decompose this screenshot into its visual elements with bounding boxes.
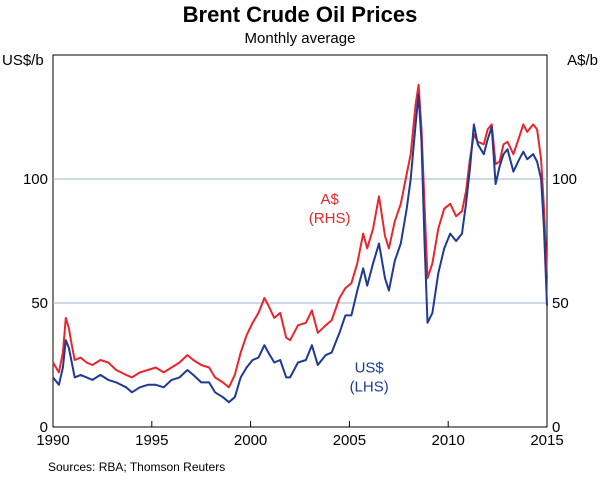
x-tick-1990: 1990 <box>36 432 69 449</box>
chart-subtitle: Monthly average <box>244 30 356 47</box>
left-axis-unit: US$/b <box>2 52 44 69</box>
series-label-usd-0: US$ <box>355 359 385 376</box>
y-tick-right-100: 100 <box>552 171 577 188</box>
series-label-usd-1: (LHS) <box>350 378 389 395</box>
y-tick-left-0: 0 <box>40 419 48 436</box>
y-tick-left-50: 50 <box>31 295 48 312</box>
plot-frame <box>52 54 548 428</box>
series-label-aud-0: A$ <box>320 191 339 208</box>
x-tick-2015: 2015 <box>530 432 563 449</box>
chart-title: Brent Crude Oil Prices <box>182 2 418 27</box>
y-tick-right-0: 0 <box>552 419 560 436</box>
x-tick-1995: 1995 <box>135 432 168 449</box>
series-line-usd <box>52 93 548 404</box>
source-note: Sources: RBA; Thomson Reuters <box>48 460 226 474</box>
x-tick-2005: 2005 <box>333 432 366 449</box>
x-tick-2000: 2000 <box>234 432 267 449</box>
series-label-aud-1: (RHS) <box>309 210 351 227</box>
y-tick-left-100: 100 <box>23 171 48 188</box>
series-line-aud <box>52 83 548 389</box>
right-axis-unit: A$/b <box>567 52 598 69</box>
y-tick-right-50: 50 <box>552 295 569 312</box>
x-tick-2010: 2010 <box>432 432 465 449</box>
